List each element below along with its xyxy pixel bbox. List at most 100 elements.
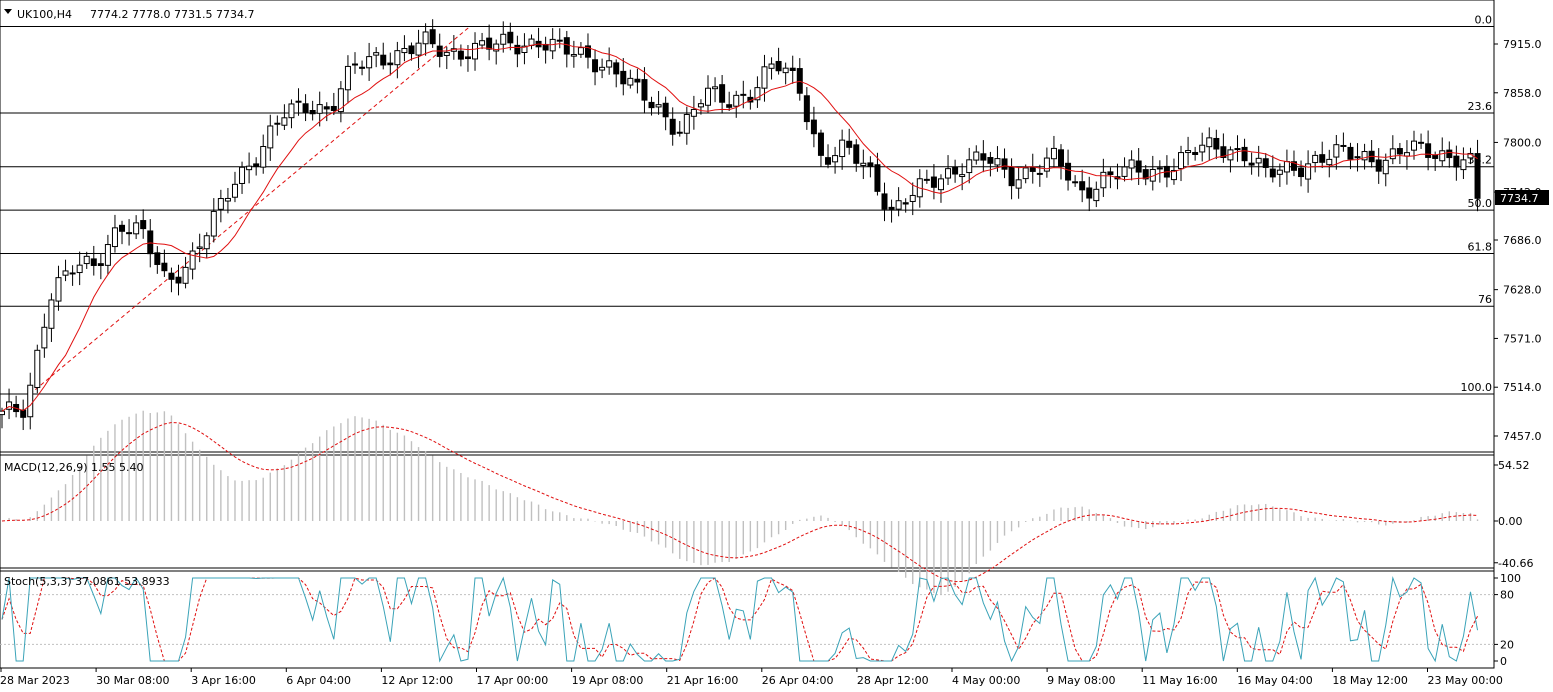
candle xyxy=(83,251,90,269)
candle-body xyxy=(987,157,994,164)
candle xyxy=(697,99,704,115)
fib-level-label: 76 xyxy=(1478,293,1492,306)
stoch-main-line xyxy=(1,576,1479,663)
candle-body xyxy=(1326,158,1333,166)
candle xyxy=(69,265,76,286)
candle xyxy=(1453,145,1460,181)
candle xyxy=(655,90,662,115)
candle xyxy=(803,87,810,130)
candle-body xyxy=(55,277,62,302)
candle-body xyxy=(415,42,422,56)
candle-body xyxy=(1248,162,1255,166)
fib-level-label: 0.0 xyxy=(1475,13,1493,26)
time-tick-label: 28 Apr 12:00 xyxy=(857,674,929,687)
candle-body xyxy=(634,78,641,83)
candle xyxy=(366,42,373,81)
candle-body xyxy=(1121,166,1128,177)
macd-tick-label: 0.00 xyxy=(1498,515,1523,528)
chart-frame xyxy=(0,0,1495,669)
candle xyxy=(676,121,683,137)
candle-body xyxy=(274,122,281,125)
candle-body xyxy=(1269,168,1276,178)
time-tick-label: 17 Apr 00:00 xyxy=(477,674,549,687)
candle-body xyxy=(945,168,952,179)
candle-body xyxy=(1453,155,1460,168)
candle-body xyxy=(825,157,832,165)
candle-body xyxy=(726,104,733,108)
candle-body xyxy=(994,158,1001,166)
candle-body xyxy=(1382,159,1389,175)
candle-body xyxy=(1354,156,1361,159)
candle-body xyxy=(0,410,5,416)
candle-body xyxy=(126,232,133,235)
candle xyxy=(387,52,394,76)
candle-body xyxy=(224,197,231,202)
candle xyxy=(959,163,966,191)
dropdown-triangle-icon[interactable] xyxy=(4,9,12,14)
candle xyxy=(352,52,358,74)
candle-body xyxy=(41,326,48,349)
candle-body xyxy=(1333,144,1340,158)
candle-body xyxy=(662,102,669,118)
candle xyxy=(1460,147,1467,180)
candle xyxy=(1086,176,1093,212)
candle xyxy=(443,46,450,70)
candle xyxy=(429,19,436,48)
candle xyxy=(20,399,27,431)
candle xyxy=(952,159,959,183)
candle xyxy=(719,75,726,114)
candle-body xyxy=(683,113,690,134)
candle-body xyxy=(217,198,224,210)
candle xyxy=(246,152,253,184)
candle-body xyxy=(457,50,464,60)
time-tick-label: 19 Apr 08:00 xyxy=(572,674,644,687)
candle-body xyxy=(930,176,937,188)
fib-trendline[interactable] xyxy=(29,26,471,395)
candle-body xyxy=(1276,169,1283,175)
candle xyxy=(796,58,803,101)
candle xyxy=(344,55,351,104)
candle-body xyxy=(881,193,888,210)
candle-body xyxy=(76,264,83,274)
candle-body xyxy=(380,54,387,66)
candle-body xyxy=(1128,159,1135,169)
candle xyxy=(267,114,274,161)
stoch-tick-label: 20 xyxy=(1500,638,1514,651)
candle-body xyxy=(1255,157,1262,164)
time-tick-label: 9 May 08:00 xyxy=(1047,674,1115,687)
candle xyxy=(1100,158,1107,197)
candle-body xyxy=(973,151,980,161)
candle xyxy=(1269,155,1276,183)
candle-body xyxy=(239,166,246,184)
candle-body xyxy=(1432,154,1439,159)
candle-body xyxy=(1319,154,1326,163)
candle xyxy=(1114,163,1121,190)
time-tick-label: 6 Apr 04:00 xyxy=(286,674,351,687)
candle xyxy=(500,21,507,53)
candle-body xyxy=(288,103,295,119)
time-tick-label: 4 May 00:00 xyxy=(952,674,1020,687)
candle xyxy=(154,246,161,274)
candle-body xyxy=(761,66,768,89)
candle-body xyxy=(472,42,479,60)
candle xyxy=(1241,138,1248,167)
candle-body xyxy=(697,103,704,108)
candle-body xyxy=(161,262,168,272)
candle-body xyxy=(316,104,323,114)
candle-body xyxy=(500,33,507,45)
candle xyxy=(810,106,817,148)
candle xyxy=(302,94,309,122)
candle xyxy=(217,189,224,223)
candle xyxy=(1255,145,1262,177)
candle-body xyxy=(874,164,881,192)
candle-body xyxy=(366,56,373,69)
candle-body xyxy=(1050,147,1057,160)
candle xyxy=(119,220,126,245)
candle-body xyxy=(1425,143,1432,158)
candle-body xyxy=(302,103,309,113)
candle-body xyxy=(1213,137,1220,150)
candle-body xyxy=(507,31,514,44)
candle xyxy=(705,75,711,114)
